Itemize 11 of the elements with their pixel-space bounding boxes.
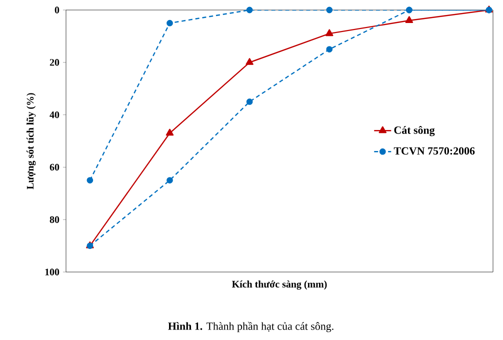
y-tick-label: 80 <box>50 216 60 223</box>
legend-label: Cát sông <box>394 126 435 136</box>
x-axis-title: Kích thước sàng (mm) <box>232 280 327 290</box>
y-tick-label: 60 <box>50 164 60 171</box>
y-tick-label: 40 <box>50 111 60 118</box>
text: Hình 1. Thành phần hạt của cát sông. <box>168 322 334 332</box>
y-tick-label: 100 <box>45 268 60 276</box>
y-axis-title: Lượng sót tích lũy (%) <box>26 93 36 190</box>
legend-label: TCVN 7570:2006 <box>394 147 475 155</box>
y-tick-label: 20 <box>50 59 60 66</box>
y-tick-label: 0 <box>54 6 60 14</box>
